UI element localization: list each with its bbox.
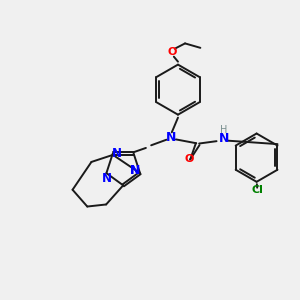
Text: N: N bbox=[112, 147, 122, 160]
Text: H: H bbox=[220, 125, 227, 135]
Text: N: N bbox=[101, 172, 111, 185]
Text: N: N bbox=[130, 164, 140, 177]
Text: N: N bbox=[130, 164, 140, 177]
Text: Cl: Cl bbox=[251, 185, 263, 195]
Text: N: N bbox=[166, 131, 176, 144]
Text: O: O bbox=[185, 154, 194, 164]
Text: N: N bbox=[218, 132, 229, 145]
Text: O: O bbox=[168, 47, 177, 57]
